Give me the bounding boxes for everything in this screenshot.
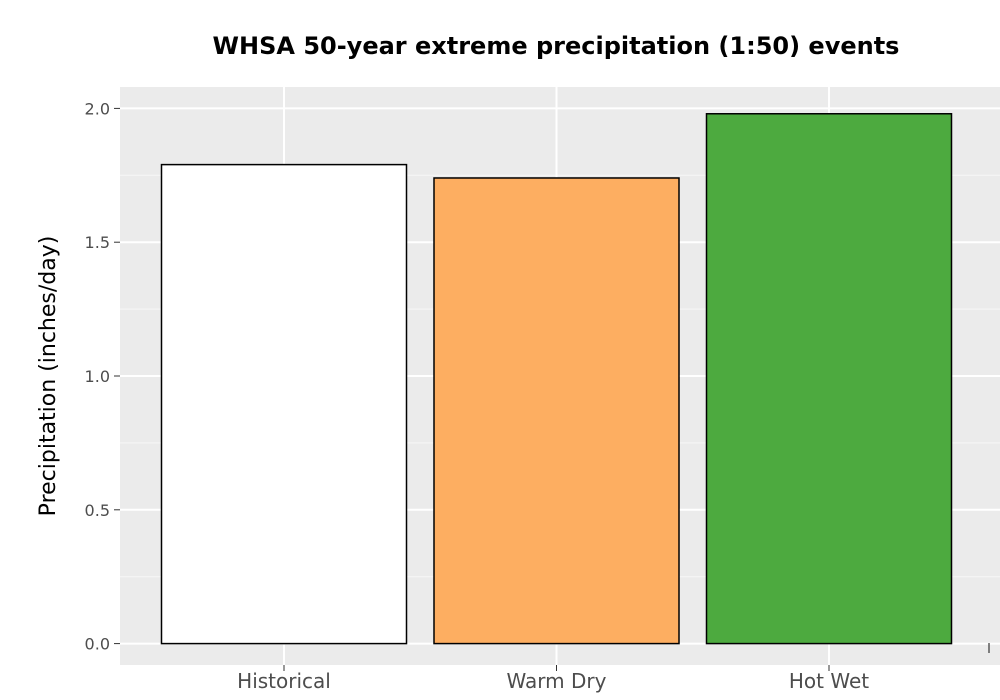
x-tick-label: Hot Wet: [789, 669, 869, 693]
y-axis: 0.0 0.5 1.0 1.5 2.0: [85, 99, 120, 654]
bar-historical: [160, 163, 408, 645]
bar-warm-dry: [433, 177, 680, 645]
y-tick-label: 1.0: [85, 367, 110, 386]
y-tick-label: 1.5: [85, 233, 110, 252]
chart-title: WHSA 50-year extreme precipitation (1:50…: [213, 32, 900, 60]
y-axis-label: Precipitation (inches/day): [36, 236, 61, 517]
x-axis: Historical Warm Dry Hot Wet: [237, 665, 869, 693]
y-tick-label: 0.5: [85, 501, 110, 520]
bar-hot-wet: [705, 113, 953, 645]
y-tick-label: 0.0: [85, 635, 110, 654]
x-tick-label: Warm Dry: [507, 669, 607, 693]
bars: [160, 113, 953, 645]
x-tick-label: Historical: [237, 669, 331, 693]
y-tick-label: 2.0: [85, 99, 110, 118]
